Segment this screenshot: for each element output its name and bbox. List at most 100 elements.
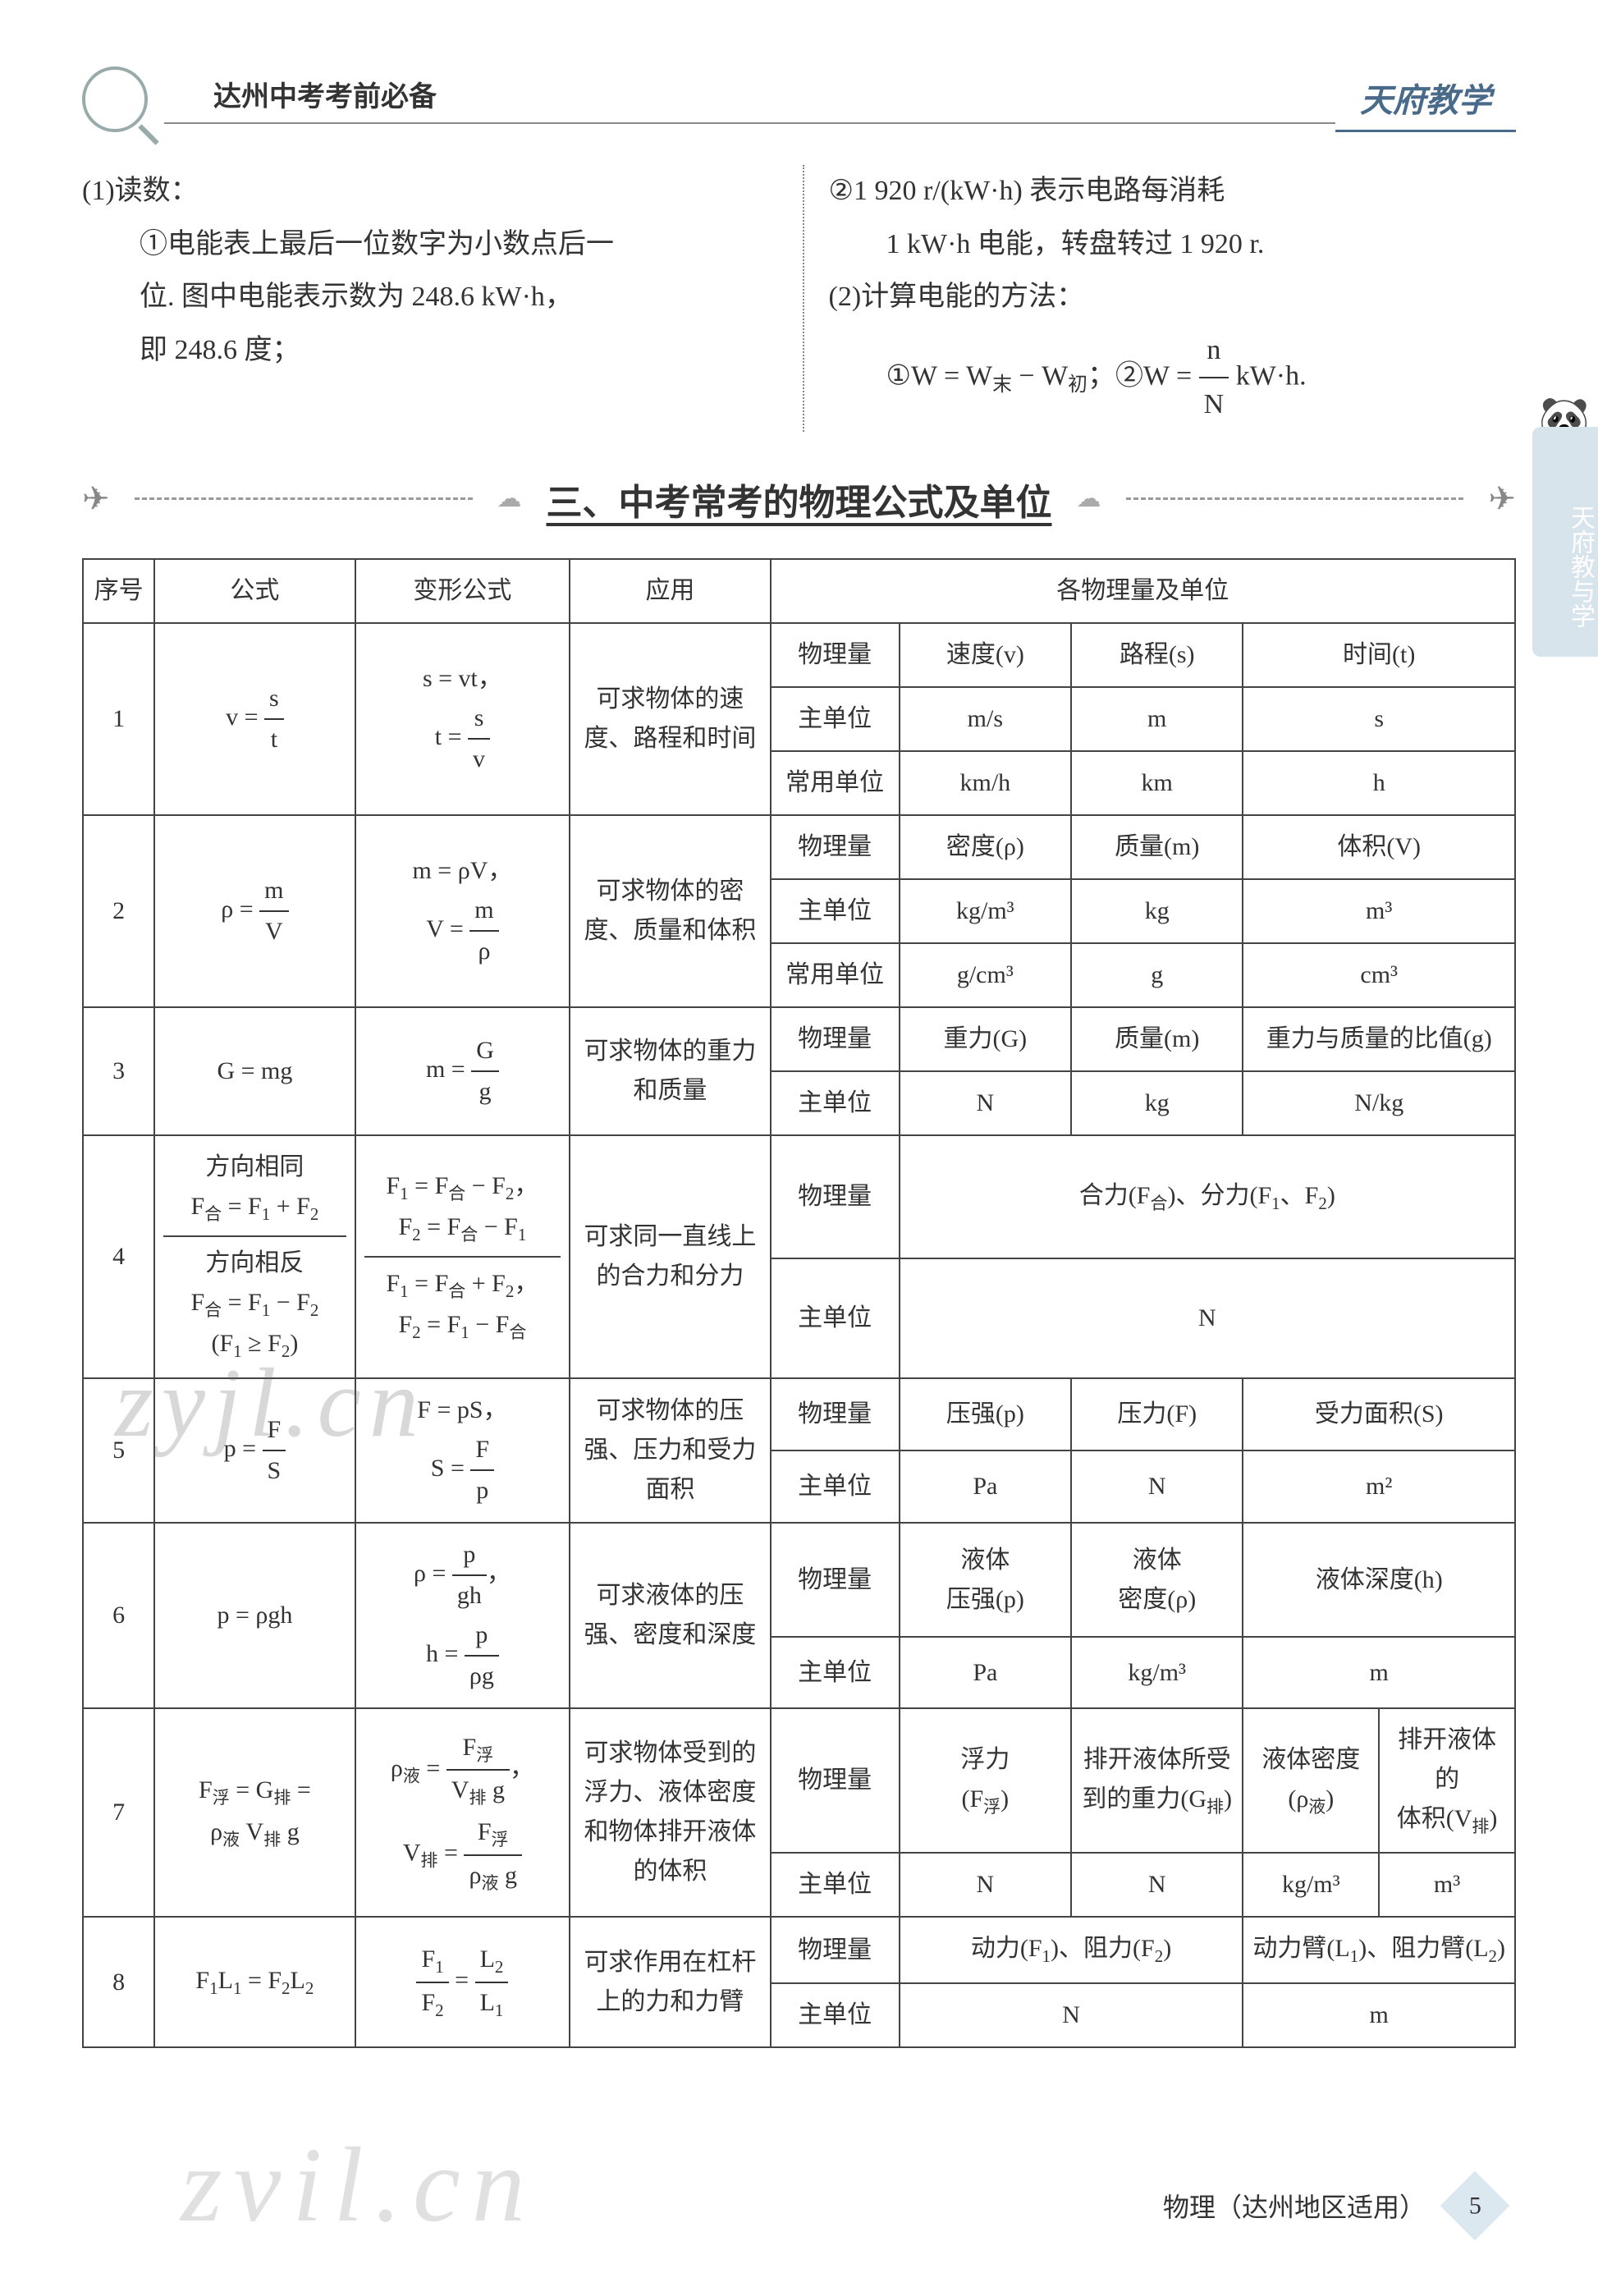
cell-value: N xyxy=(1071,1450,1243,1523)
cell-value: kg/m³m³ xyxy=(1243,1853,1515,1917)
cell-value: 排开液体所受到的重力(G排) xyxy=(1071,1708,1243,1854)
cell-app: 可求物体的压强、压力和受力面积 xyxy=(570,1378,770,1523)
table-row: 1v = sts = vt，t = sv可求物体的速度、路程和时间物理量速度(v… xyxy=(83,623,1515,687)
cell-value: N xyxy=(900,1258,1515,1377)
table-row: 7F浮 = G排 =ρ液 V排 gρ液 = F浮V排 g，V排 = F浮ρ液 g… xyxy=(83,1708,1515,1854)
cell-value: N xyxy=(900,1853,1071,1917)
cell-label: 主单位 xyxy=(771,1983,900,2047)
cell-label: 物理量 xyxy=(771,1708,900,1854)
cell-value: kg xyxy=(1071,1071,1243,1135)
r4b: − W xyxy=(1012,360,1068,391)
cell-app: 可求物体的密度、质量和体积 xyxy=(570,815,770,1007)
table-row: 8F1L1 = F2L2F1F2 = L2L1可求作用在杠杆上的力和力臂物理量动… xyxy=(83,1917,1515,1983)
intro-text: (1)读数： ①电能表上最后一位数字为小数点后一 位. 图中电能表示数为 248… xyxy=(82,165,1516,432)
cell-value: 压强(p) xyxy=(900,1378,1071,1450)
cloud-left-icon: ☁ xyxy=(497,484,522,513)
cell-value: Pa xyxy=(900,1450,1071,1523)
intro-r2: 1 kW·h 电能，转盘转过 1 920 r. xyxy=(829,218,1517,272)
right-column: ②1 920 r/(kW·h) 表示电路每消耗 1 kW·h 电能，转盘转过 1… xyxy=(803,165,1517,432)
cell-value: cm³ xyxy=(1243,943,1515,1007)
page-number: 5 xyxy=(1469,2192,1481,2220)
sub-end: 末 xyxy=(992,374,1012,396)
cell-label: 物理量 xyxy=(771,1135,900,1258)
th-units: 各物理量及单位 xyxy=(771,559,1515,623)
cell-value: 质量(m) xyxy=(1071,1007,1243,1071)
cell-value: 重力与质量的比值(g) xyxy=(1243,1007,1515,1071)
plane-left-icon: ✈ xyxy=(82,479,110,518)
intro-r4: ①W = W末 − W初；②W = nN kW·h. xyxy=(829,324,1517,432)
cell-value: 动力臂(L1)、阻力臂(L2) xyxy=(1243,1917,1515,1983)
cell-label: 常用单位 xyxy=(771,751,900,815)
footer: 物理（达州地区适用） 5 xyxy=(1163,2181,1500,2230)
cell-label: 主单位 xyxy=(771,879,900,943)
cell-trans: ρ = pgh，h = pρg xyxy=(355,1523,570,1708)
cell-app: 可求物体的速度、路程和时间 xyxy=(570,623,770,815)
cell-value: kg/m³ xyxy=(900,879,1071,943)
cell-value: N/kg xyxy=(1243,1071,1515,1135)
section-name: 达州中考考前必备 xyxy=(164,74,1335,124)
cell-value: Pa xyxy=(900,1637,1071,1707)
cell-formula: 方向相同F合 = F1 + F2方向相反F合 = F1 − F2(F1 ≥ F2… xyxy=(154,1135,355,1378)
th-id: 序号 xyxy=(83,559,154,623)
cell-value: 质量(m) xyxy=(1071,815,1243,879)
cell-label: 常用单位 xyxy=(771,943,900,1007)
r4a: ①W = W xyxy=(886,360,993,391)
r4d: kW·h. xyxy=(1229,360,1306,391)
cell-value: kg xyxy=(1071,879,1243,943)
intro-l4: 即 248.6 度； xyxy=(82,324,770,378)
cell-value: m² xyxy=(1243,1450,1515,1523)
cell-app: 可求同一直线上的合力和分力 xyxy=(570,1135,770,1378)
intro-l1: (1)读数： xyxy=(82,176,199,206)
cell-value: 液体压强(p) xyxy=(900,1523,1071,1638)
cell-value: g xyxy=(1071,943,1243,1007)
cell-value: 液体密度(ρ) xyxy=(1071,1523,1243,1638)
cell-value: 受力面积(S) xyxy=(1243,1378,1515,1450)
section-title-row: ✈ ☁ 三、中考常考的物理公式及单位 ☁ ✈ xyxy=(82,473,1516,525)
section-title: 三、中考常考的物理公式及单位 xyxy=(547,473,1052,525)
cell-label: 物理量 xyxy=(771,623,900,687)
cell-value: km/h xyxy=(900,751,1071,815)
cell-value: N xyxy=(1071,1853,1243,1917)
cell-trans: F = pS，S = Fp xyxy=(355,1378,570,1523)
brand-badge: 天府教学 xyxy=(1335,66,1516,132)
cell-formula: ρ = mV xyxy=(154,815,355,1007)
cell-value: 时间(t) xyxy=(1243,623,1515,687)
intro-l2: ①电能表上最后一位数字为小数点后一 xyxy=(82,218,770,272)
watermark-2: zvil.cn xyxy=(181,2124,537,2247)
cell-label: 物理量 xyxy=(771,1007,900,1071)
cell-label: 主单位 xyxy=(771,1071,900,1135)
cell-trans: m = ρV，V = mρ xyxy=(355,815,570,1007)
cell-value: 液体密度(ρ液)排开液体的体积(V排) xyxy=(1243,1708,1515,1854)
table-header-row: 序号 公式 变形公式 应用 各物理量及单位 xyxy=(83,559,1515,623)
cell-label: 主单位 xyxy=(771,1637,900,1707)
dash-right xyxy=(1126,497,1464,500)
r4c: ；②W = xyxy=(1087,360,1199,391)
page-header: 达州中考考前必备 天府教学 xyxy=(82,66,1516,132)
table-body: 1v = sts = vt，t = sv可求物体的速度、路程和时间物理量速度(v… xyxy=(83,623,1515,2047)
cell-id: 7 xyxy=(83,1708,154,1918)
cell-value: 浮力(F浮) xyxy=(900,1708,1071,1854)
side-tab: 天府教与学 xyxy=(1532,427,1598,657)
table-row: 4方向相同F合 = F1 + F2方向相反F合 = F1 − F2(F1 ≥ F… xyxy=(83,1135,1515,1258)
table-row: 5p = FSF = pS，S = Fp可求物体的压强、压力和受力面积物理量压强… xyxy=(83,1378,1515,1450)
cell-app: 可求作用在杠杆上的力和力臂 xyxy=(570,1917,770,2047)
cell-value: g/cm³ xyxy=(900,943,1071,1007)
intro-l3: 位. 图中电能表示数为 248.6 kW·h， xyxy=(82,271,770,324)
sub-start: 初 xyxy=(1068,374,1087,396)
cell-value: m xyxy=(1243,1637,1515,1707)
cell-app: 可求物体受到的浮力、液体密度和物体排开液体的体积 xyxy=(570,1708,770,1918)
table-row: 2ρ = mVm = ρV，V = mρ可求物体的密度、质量和体积物理量密度(ρ… xyxy=(83,815,1515,879)
cell-value: 路程(s) xyxy=(1071,623,1243,687)
cell-formula: p = FS xyxy=(154,1378,355,1523)
cell-id: 8 xyxy=(83,1917,154,2047)
cell-id: 5 xyxy=(83,1378,154,1523)
page-number-badge: 5 xyxy=(1440,2171,1510,2241)
cell-label: 物理量 xyxy=(771,1523,900,1638)
cell-trans: F1 = F合 − F2，F2 = F合 − F1F1 = F合 + F2，F2… xyxy=(355,1135,570,1378)
cell-trans: ρ液 = F浮V排 g，V排 = F浮ρ液 g xyxy=(355,1708,570,1918)
cell-trans: m = Gg xyxy=(355,1007,570,1135)
plane-right-icon: ✈ xyxy=(1488,479,1516,518)
cell-value: m xyxy=(1071,687,1243,751)
cell-label: 物理量 xyxy=(771,1378,900,1450)
footer-subject: 物理（达州地区适用） xyxy=(1163,2187,1426,2225)
